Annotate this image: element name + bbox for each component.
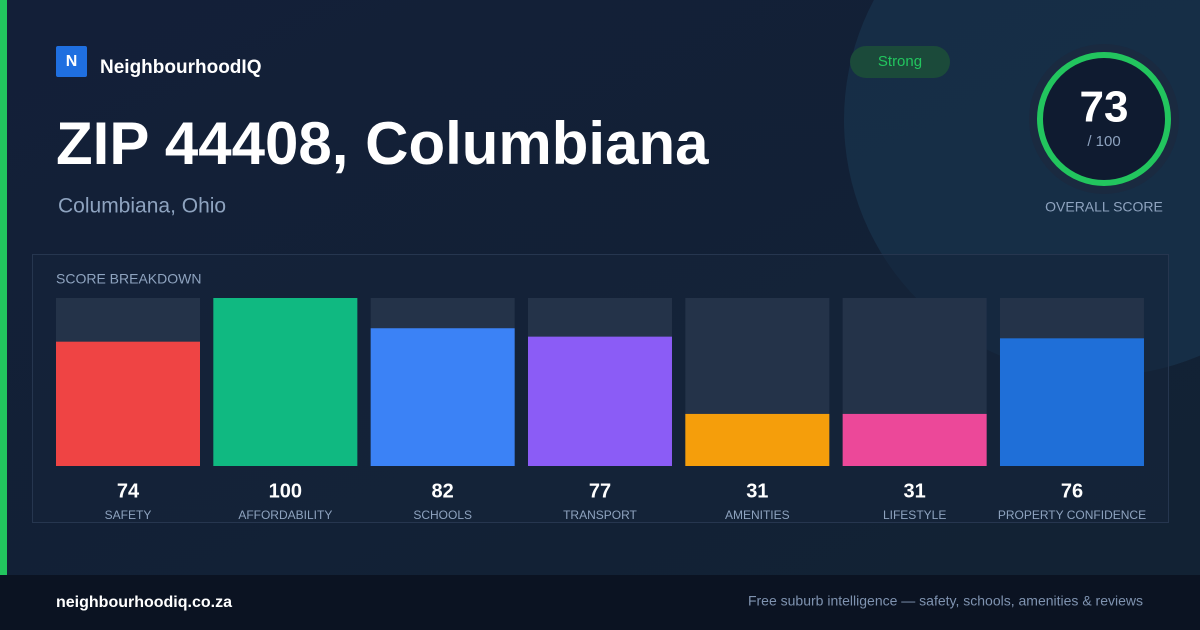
footer — [0, 575, 1200, 630]
value-label: 31 — [746, 480, 768, 502]
bar — [685, 413, 830, 466]
category-label: SAFETY — [105, 508, 152, 522]
bar — [370, 328, 515, 466]
bar — [842, 413, 987, 466]
category-label: AMENITIES — [725, 508, 790, 522]
category-label: PROPERTY CONFIDENCE — [998, 508, 1146, 522]
category-label: TRANSPORT — [563, 508, 637, 522]
category-label: AFFORDABILITY — [238, 508, 332, 522]
category-label: LIFESTYLE — [883, 508, 946, 522]
bar — [213, 298, 358, 466]
score-label: OVERALL SCORE — [1045, 199, 1163, 215]
footer-tagline: Free suburb intelligence — safety, schoo… — [748, 593, 1143, 609]
logo — [56, 46, 87, 77]
accent-strip — [0, 0, 7, 575]
title: ZIP 44408, Columbiana — [56, 110, 709, 177]
value-label: 77 — [589, 480, 611, 502]
footer-site: neighbourhoodiq.co.za — [56, 594, 232, 611]
badge-text: Strong — [878, 53, 922, 70]
score-max: / 100 — [1087, 133, 1120, 150]
gauge-ring — [1037, 52, 1171, 186]
value-label: 31 — [904, 480, 926, 502]
value-label: 74 — [117, 480, 140, 502]
subtitle: Columbiana, Ohio — [58, 195, 226, 218]
value-label: 100 — [269, 480, 302, 502]
bar — [56, 341, 200, 466]
score-value: 73 — [1080, 83, 1129, 132]
bar — [999, 338, 1144, 466]
value-label: 76 — [1061, 480, 1083, 502]
logo-letter: N — [66, 53, 78, 70]
category-label: SCHOOLS — [413, 508, 472, 522]
badge — [850, 46, 950, 78]
value-label: 82 — [432, 480, 454, 502]
brand-name: NeighbourhoodIQ — [100, 57, 261, 78]
chart-title: SCORE BREAKDOWN — [56, 271, 201, 287]
bar — [527, 336, 672, 466]
